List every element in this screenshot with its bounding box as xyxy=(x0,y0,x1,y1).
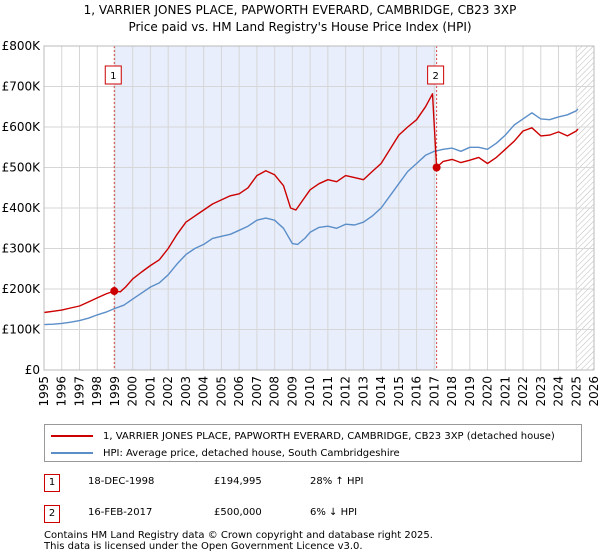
x-tick-label: 2020 xyxy=(481,376,495,407)
property-series-line xyxy=(43,93,579,314)
sale-point xyxy=(432,163,441,172)
hpi-series-line xyxy=(43,108,579,326)
x-tick-label: 2012 xyxy=(339,376,353,407)
x-tick-label: 2010 xyxy=(303,376,317,407)
sale-price: £500,000 xyxy=(214,507,262,518)
sale-date: 16-FEB-2017 xyxy=(88,507,153,518)
x-tick-label: 2022 xyxy=(516,376,530,407)
x-tick-label: 2018 xyxy=(445,376,459,407)
price-chart: £0 £100K £200K £300K £400K £500K £600K £700K £80… xyxy=(2,39,600,407)
sale-label-box xyxy=(427,65,445,85)
x-tick-label: 1999 xyxy=(108,376,122,407)
x-tick-label: 2017 xyxy=(427,376,441,407)
x-tick-label: 2016 xyxy=(410,376,424,407)
chart-title: 1, VARRIER JONES PLACE, PAPWORTH EVERARD… xyxy=(0,2,600,36)
footer-line2: This data is licensed under the Open Gov… xyxy=(44,541,363,552)
x-tick-label: 2002 xyxy=(161,376,175,407)
sale-hpi-change: 6% ↓ HPI xyxy=(310,507,358,518)
sale-label-number: 1 xyxy=(110,71,116,82)
chart-title-line1: 1, VARRIER JONES PLACE, PAPWORTH EVERARD… xyxy=(83,3,517,17)
y-tick-label: £100K xyxy=(2,323,42,337)
x-tick-label: 2011 xyxy=(321,376,335,407)
x-tick-label: 1997 xyxy=(72,376,86,407)
x-tick-label: 2001 xyxy=(143,376,157,407)
footer-attribution: Contains HM Land Registry data © Crown c… xyxy=(44,530,433,552)
x-tick-label: 2015 xyxy=(392,376,406,407)
legend-swatch-property xyxy=(51,435,93,437)
x-tick-label: 2014 xyxy=(374,376,388,407)
x-tick-label: 2009 xyxy=(285,376,299,407)
sale-price: £194,995 xyxy=(214,476,262,487)
sale-date: 18-DEC-1998 xyxy=(88,476,155,487)
y-tick-label: £700K xyxy=(2,80,42,94)
x-tick-label: 2023 xyxy=(534,376,548,407)
legend-swatch-hpi xyxy=(51,452,93,454)
x-tick-label: 2024 xyxy=(552,376,566,407)
x-tick-label: 2003 xyxy=(179,376,193,407)
chart-title-line2: Price paid vs. HM Land Registry's House … xyxy=(128,20,472,34)
sale-number-badge: 2 xyxy=(44,505,60,523)
sale-row: 2 16-FEB-2017 £500,000 6% ↓ HPI xyxy=(44,505,584,525)
x-tick-label: 1995 xyxy=(37,376,51,407)
y-tick-label: £800K xyxy=(2,39,42,53)
x-tick-label: 2004 xyxy=(197,376,211,407)
sale-number-badge: 1 xyxy=(44,474,60,492)
y-tick-label: £300K xyxy=(2,242,42,256)
legend-label-hpi: HPI: Average price, detached house, Sout… xyxy=(103,447,400,459)
y-tick-label: £500K xyxy=(2,161,42,175)
legend: 1, VARRIER JONES PLACE, PAPWORTH EVERARD… xyxy=(44,424,582,462)
sale-label-box xyxy=(104,65,122,85)
x-tick-label: 2000 xyxy=(126,376,140,407)
x-tick-label: 2007 xyxy=(250,376,264,407)
legend-label-property: 1, VARRIER JONES PLACE, PAPWORTH EVERARD… xyxy=(103,430,555,442)
sale-row: 1 18-DEC-1998 £194,995 28% ↑ HPI xyxy=(44,474,584,494)
x-tick-label: 2013 xyxy=(356,376,370,407)
y-tick-label: £400K xyxy=(2,201,42,215)
footer-line1: Contains HM Land Registry data © Crown c… xyxy=(44,530,433,541)
x-tick-label: 2005 xyxy=(214,376,228,407)
sale-hpi-change: 28% ↑ HPI xyxy=(310,476,364,487)
plot-frame xyxy=(43,45,595,371)
x-tick-label: 1998 xyxy=(90,376,104,407)
y-tick-label: £200K xyxy=(2,282,42,296)
x-tick-label: 2008 xyxy=(268,376,282,407)
x-tick-label: 2025 xyxy=(569,376,583,407)
y-tick-label: £600K xyxy=(2,120,42,134)
x-tick-label: 2026 xyxy=(587,376,600,407)
y-tick-label: £0 xyxy=(25,363,40,377)
legend-item-hpi: HPI: Average price, detached house, Sout… xyxy=(51,445,400,461)
x-tick-label: 2019 xyxy=(463,376,477,407)
sale-label-number: 2 xyxy=(432,71,438,82)
x-tick-label: 2021 xyxy=(498,376,512,407)
x-tick-label: 1996 xyxy=(55,376,69,407)
sale-point xyxy=(110,287,119,296)
legend-item-property: 1, VARRIER JONES PLACE, PAPWORTH EVERARD… xyxy=(51,428,555,444)
x-tick-label: 2006 xyxy=(232,376,246,407)
